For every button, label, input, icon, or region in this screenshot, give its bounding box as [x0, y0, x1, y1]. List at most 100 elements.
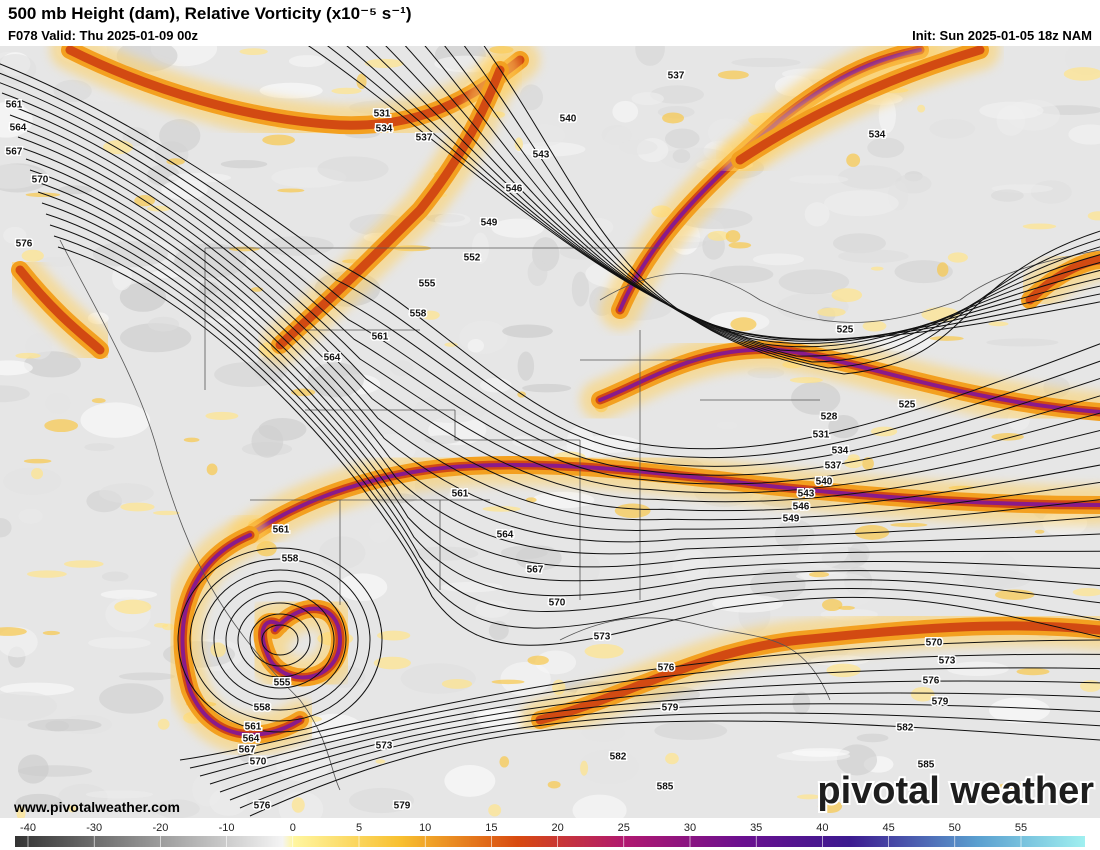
height-contour — [219, 692, 1100, 793]
low-contour — [225, 591, 335, 689]
texture-blob — [88, 637, 151, 649]
contour-label: 534 — [869, 130, 886, 141]
texture-blob — [251, 425, 284, 458]
texture-yellow — [870, 266, 884, 271]
contour-label: 570 — [32, 175, 49, 186]
contour-label: 549 — [783, 514, 800, 525]
texture-blob — [986, 338, 1059, 347]
texture-yellow — [831, 288, 863, 303]
texture-yellow — [441, 678, 473, 689]
texture-blob — [27, 718, 102, 732]
low-contour — [261, 624, 299, 656]
colorbar-label: 50 — [949, 822, 961, 834]
texture-blob — [168, 172, 232, 183]
contour-label: 579 — [662, 703, 679, 714]
texture-blob — [716, 421, 738, 430]
contour-label: 534 — [376, 124, 393, 135]
texture-blob — [154, 799, 200, 818]
texture-blob — [747, 367, 785, 379]
low-contour — [237, 602, 323, 678]
texture-blob — [519, 84, 543, 111]
texture-blob — [792, 748, 850, 757]
texture-blob — [823, 190, 899, 217]
texture-yellow — [947, 252, 968, 263]
texture-yellow — [717, 70, 749, 80]
height-contour — [209, 680, 1100, 785]
texture-blob — [440, 581, 503, 593]
contour-label: 561 — [6, 100, 23, 111]
low-contour — [213, 580, 347, 700]
texture-blob — [502, 324, 553, 338]
texture-yellow — [206, 463, 218, 476]
contour-label: 558 — [282, 554, 299, 565]
texture-blob — [867, 137, 905, 158]
texture-blob — [337, 573, 388, 601]
height-contour — [25, 158, 1100, 532]
texture-yellow — [997, 782, 1029, 790]
contour-label: 567 — [239, 745, 256, 756]
texture-yellow — [614, 503, 651, 519]
height-contour — [9, 114, 1100, 494]
texture-blob — [778, 269, 850, 295]
colorbar-label: 20 — [551, 822, 563, 834]
texture-yellow — [789, 377, 823, 384]
texture-blob — [618, 139, 658, 155]
texture-blob — [161, 179, 208, 200]
texture-blob — [797, 534, 849, 569]
colorbar-label: 40 — [816, 822, 828, 834]
height-contour — [424, 46, 1100, 357]
texture-blob — [838, 249, 909, 263]
texture-yellow — [205, 411, 239, 420]
contour-label: 546 — [793, 502, 810, 513]
height-contour — [49, 224, 1100, 612]
texture-blob — [929, 118, 976, 139]
texture-blob — [263, 236, 334, 256]
texture-yellow — [491, 679, 525, 685]
texture-yellow — [291, 388, 316, 397]
texture-yellow — [890, 522, 928, 528]
texture-yellow — [796, 794, 821, 800]
texture-yellow — [1063, 67, 1100, 81]
height-contour — [29, 169, 1100, 543]
texture-blob — [80, 402, 151, 438]
title: 500 mb Height (dam), Relative Vorticity … — [8, 4, 412, 23]
contour-label: 543 — [798, 489, 815, 500]
contour-label: 579 — [932, 697, 949, 708]
texture-blob — [532, 491, 595, 509]
texture-yellow — [991, 433, 1024, 441]
texture-blob — [578, 554, 601, 583]
texture-blob — [954, 224, 998, 251]
colorbar-label: 0 — [290, 822, 296, 834]
texture-blob — [792, 691, 811, 715]
texture-blob — [527, 259, 548, 287]
texture-blob — [672, 149, 691, 164]
texture-blob — [810, 572, 876, 609]
height-contour — [37, 191, 1100, 568]
colorbar-label: 45 — [882, 822, 894, 834]
texture-blob — [522, 123, 566, 147]
texture-blob — [491, 218, 544, 238]
low-contour — [249, 613, 311, 667]
texture-blob — [318, 536, 366, 570]
boundaries — [59, 239, 1100, 791]
vorticity-max — [598, 347, 1100, 414]
texture-yellow — [728, 242, 752, 249]
texture-yellow — [277, 188, 305, 193]
texture-blob — [635, 46, 665, 66]
coastlines — [59, 239, 1100, 791]
colorbar — [15, 836, 1085, 847]
texture-blob — [148, 316, 180, 332]
texture-blob — [85, 790, 154, 799]
texture-blob — [731, 57, 801, 68]
low-contour — [189, 558, 371, 722]
texture-yellow — [826, 663, 861, 678]
texture-yellow — [63, 560, 104, 568]
texture-blob — [159, 119, 201, 153]
texture-blob — [512, 435, 533, 447]
contour-label: 558 — [254, 703, 271, 714]
texture-blob — [578, 749, 640, 785]
texture-blob — [752, 253, 805, 266]
init-time: Init: Sun 2025-01-05 18z NAM — [912, 28, 1092, 43]
contour-label: 570 — [549, 598, 566, 609]
texture-yellow — [291, 797, 305, 813]
